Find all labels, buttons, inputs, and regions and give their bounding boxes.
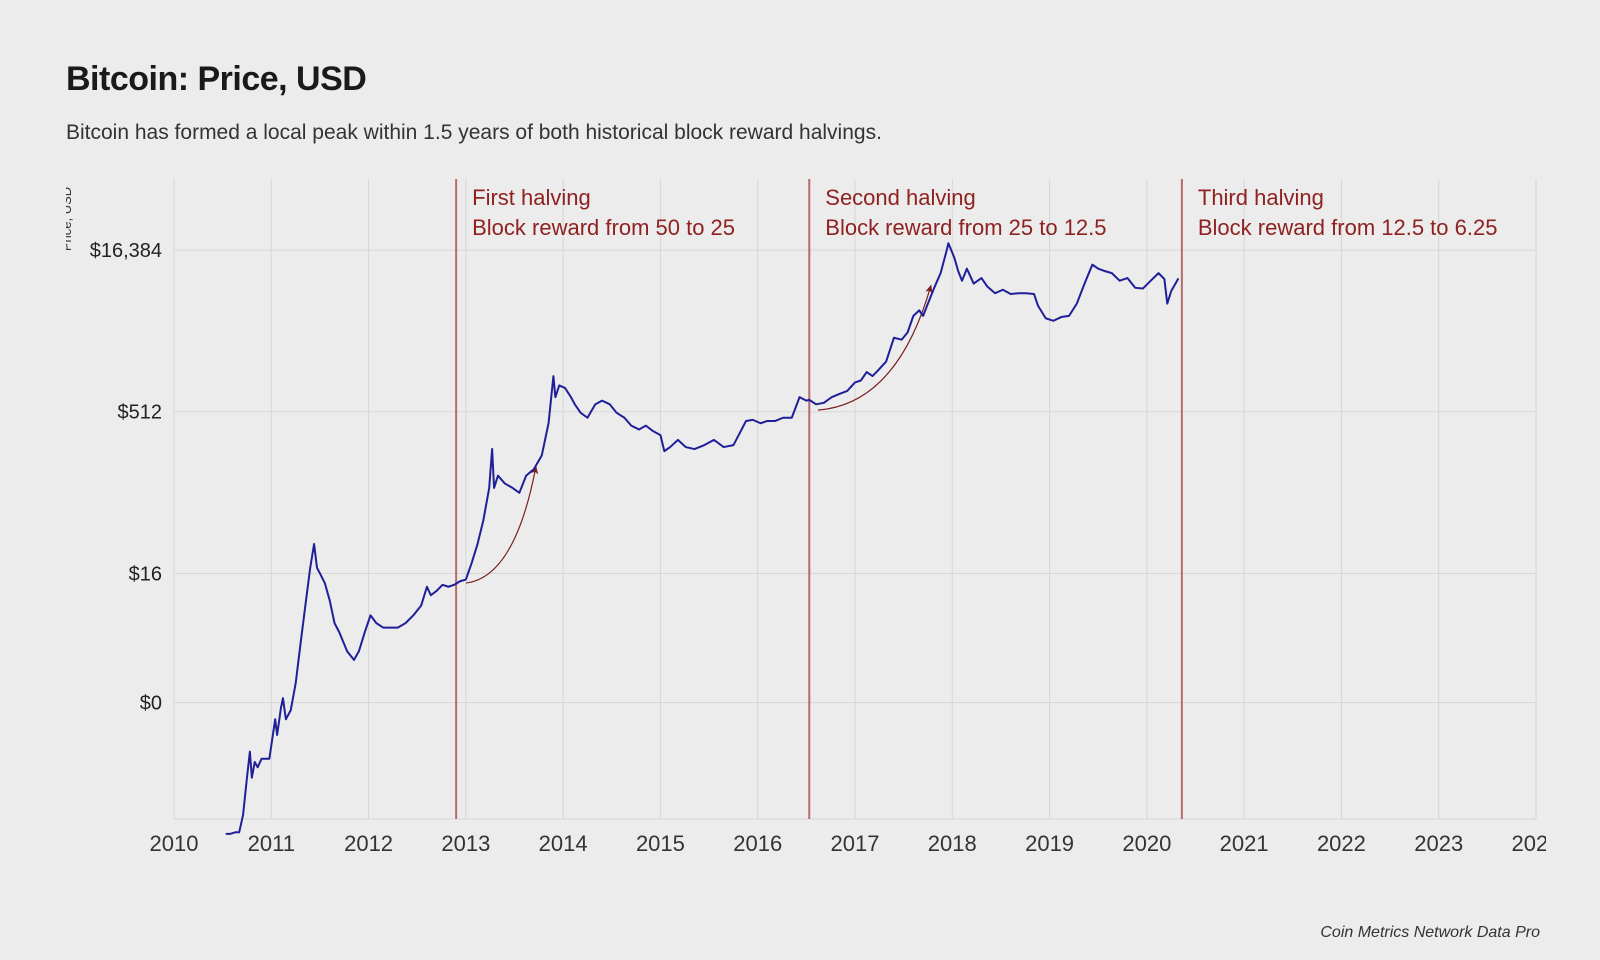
chart-subtitle: Bitcoin has formed a local peak within 1… [66, 121, 1546, 145]
chart-title: Bitcoin: Price, USD [66, 60, 1546, 99]
svg-text:2011: 2011 [248, 831, 295, 856]
svg-text:2023: 2023 [1414, 831, 1463, 856]
line-chart: $0$16$512$16,384Price, USD20102011201220… [66, 173, 1546, 873]
svg-text:2016: 2016 [733, 831, 782, 856]
svg-text:2019: 2019 [1025, 831, 1074, 856]
halving-annotation-3: Third halving Block reward from 12.5 to 6… [1198, 185, 1498, 240]
svg-text:Block reward from 25 to 12.5: Block reward from 25 to 12.5 [825, 215, 1106, 240]
chart-container: Bitcoin: Price, USD Bitcoin has formed a… [0, 0, 1600, 960]
svg-text:$16: $16 [129, 563, 162, 585]
svg-text:2014: 2014 [539, 831, 588, 856]
attribution-text: Coin Metrics Network Data Pro [1320, 924, 1540, 942]
svg-text:Block reward from 12.5 to 6.25: Block reward from 12.5 to 6.25 [1198, 215, 1498, 240]
svg-text:2010: 2010 [150, 831, 199, 856]
chart-plot-area: $0$16$512$16,384Price, USD20102011201220… [66, 173, 1546, 873]
x-axis-ticks: 2010 2011 2012 2013 2014 2015 2016 2017 2018 2019… [150, 831, 1546, 856]
svg-text:2024: 2024 [1512, 831, 1546, 856]
svg-text:Block reward from 50 to 25: Block reward from 50 to 25 [472, 215, 735, 240]
svg-text:2017: 2017 [831, 831, 880, 856]
y-axis-label: Price, USD [66, 187, 74, 251]
grid [174, 179, 1536, 819]
svg-text:2013: 2013 [441, 831, 490, 856]
svg-text:Second halving: Second halving [825, 185, 975, 210]
svg-text:2012: 2012 [344, 831, 393, 856]
svg-text:$512: $512 [118, 402, 163, 424]
svg-text:$0: $0 [140, 693, 162, 715]
halving-annotation-1: First halving Block reward from 50 to 25 [472, 185, 735, 240]
svg-text:Third halving: Third halving [1198, 185, 1324, 210]
halving-annotation-2: Second halving Block reward from 25 to 12… [825, 185, 1106, 240]
y-axis-ticks: $0 $16 $512 $16,384 [90, 240, 162, 715]
svg-text:2018: 2018 [928, 831, 977, 856]
svg-text:2015: 2015 [636, 831, 685, 856]
arrow-1 [466, 467, 536, 583]
svg-text:2022: 2022 [1317, 831, 1366, 856]
svg-text:2021: 2021 [1220, 831, 1269, 856]
svg-text:First halving: First halving [472, 185, 591, 210]
price-series [227, 243, 1178, 834]
svg-text:$16,384: $16,384 [90, 240, 162, 262]
svg-text:2020: 2020 [1122, 831, 1171, 856]
arrow-2 [818, 286, 931, 410]
